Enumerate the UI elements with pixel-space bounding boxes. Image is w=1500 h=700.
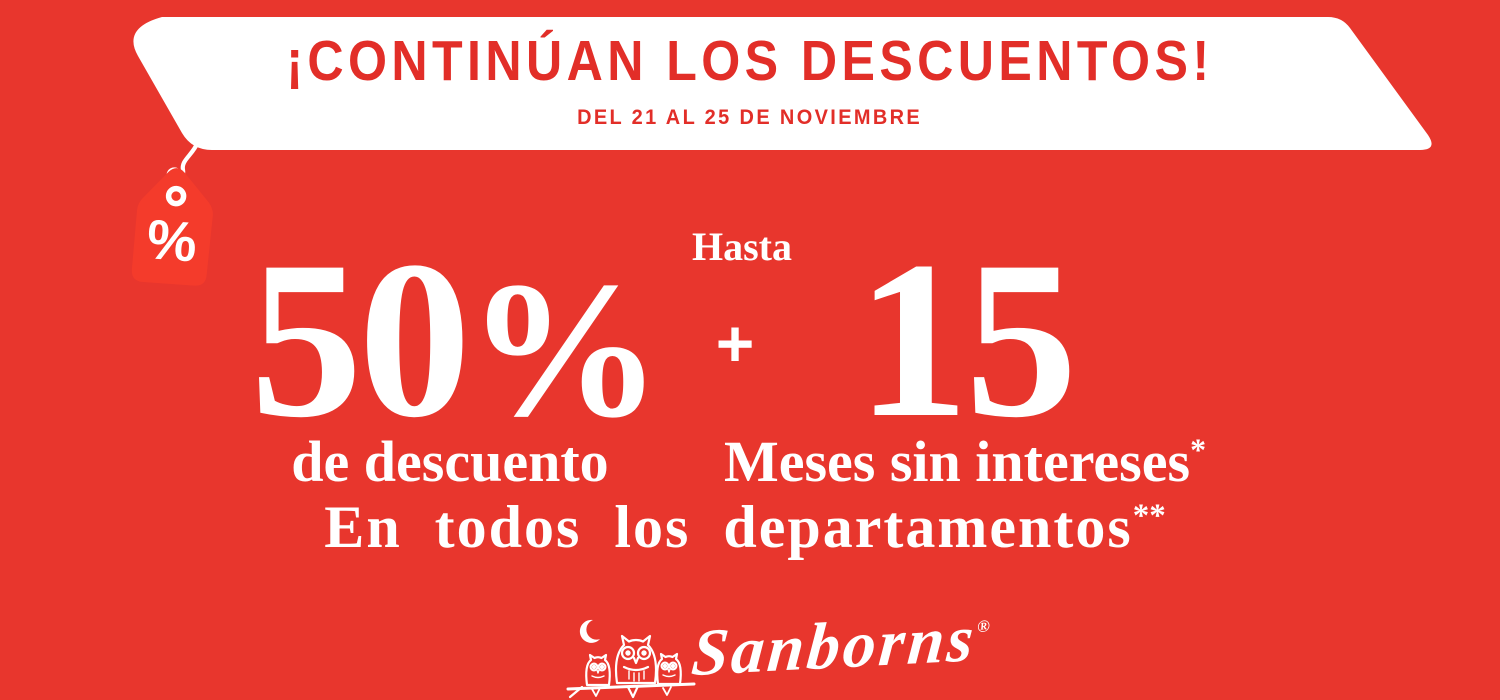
departments-footnote: En todos los departamentos** (324, 494, 1166, 560)
ribbon-text: ¡CONTINÚAN LOS DESCUENTOS! DEL 21 AL 25 … (0, 29, 1500, 129)
installments-caption: Meses sin intereses* (723, 429, 1207, 494)
installments-pre: Hasta (692, 224, 792, 269)
owl-right (656, 652, 682, 696)
discount-value: 50% (250, 214, 662, 464)
promo-dates: DEL 21 AL 25 DE NOVIEMBRE (577, 106, 923, 129)
registered-mark: ® (976, 616, 991, 637)
owls-and-moon-logo (566, 619, 696, 699)
footnote-asterisk: * (1190, 432, 1207, 468)
brand-wordmark: Sanborns® (688, 601, 991, 691)
tag-percent-glyph: % (145, 207, 199, 273)
footnote-asterisks: ** (1132, 498, 1166, 534)
promo-title: ¡CONTINÚAN LOS DESCUENTOS! (286, 29, 1214, 93)
plus-sign: + (715, 306, 755, 380)
discount-caption: de descuento (291, 429, 609, 494)
owl-left (585, 653, 611, 697)
installments-value: 15 (856, 214, 1078, 464)
moon-icon (579, 619, 600, 643)
owl-center (614, 634, 658, 699)
percent-tag-icon: % (131, 139, 213, 286)
percent-sign: % (467, 242, 662, 458)
ribbon-shape (133, 17, 1432, 150)
